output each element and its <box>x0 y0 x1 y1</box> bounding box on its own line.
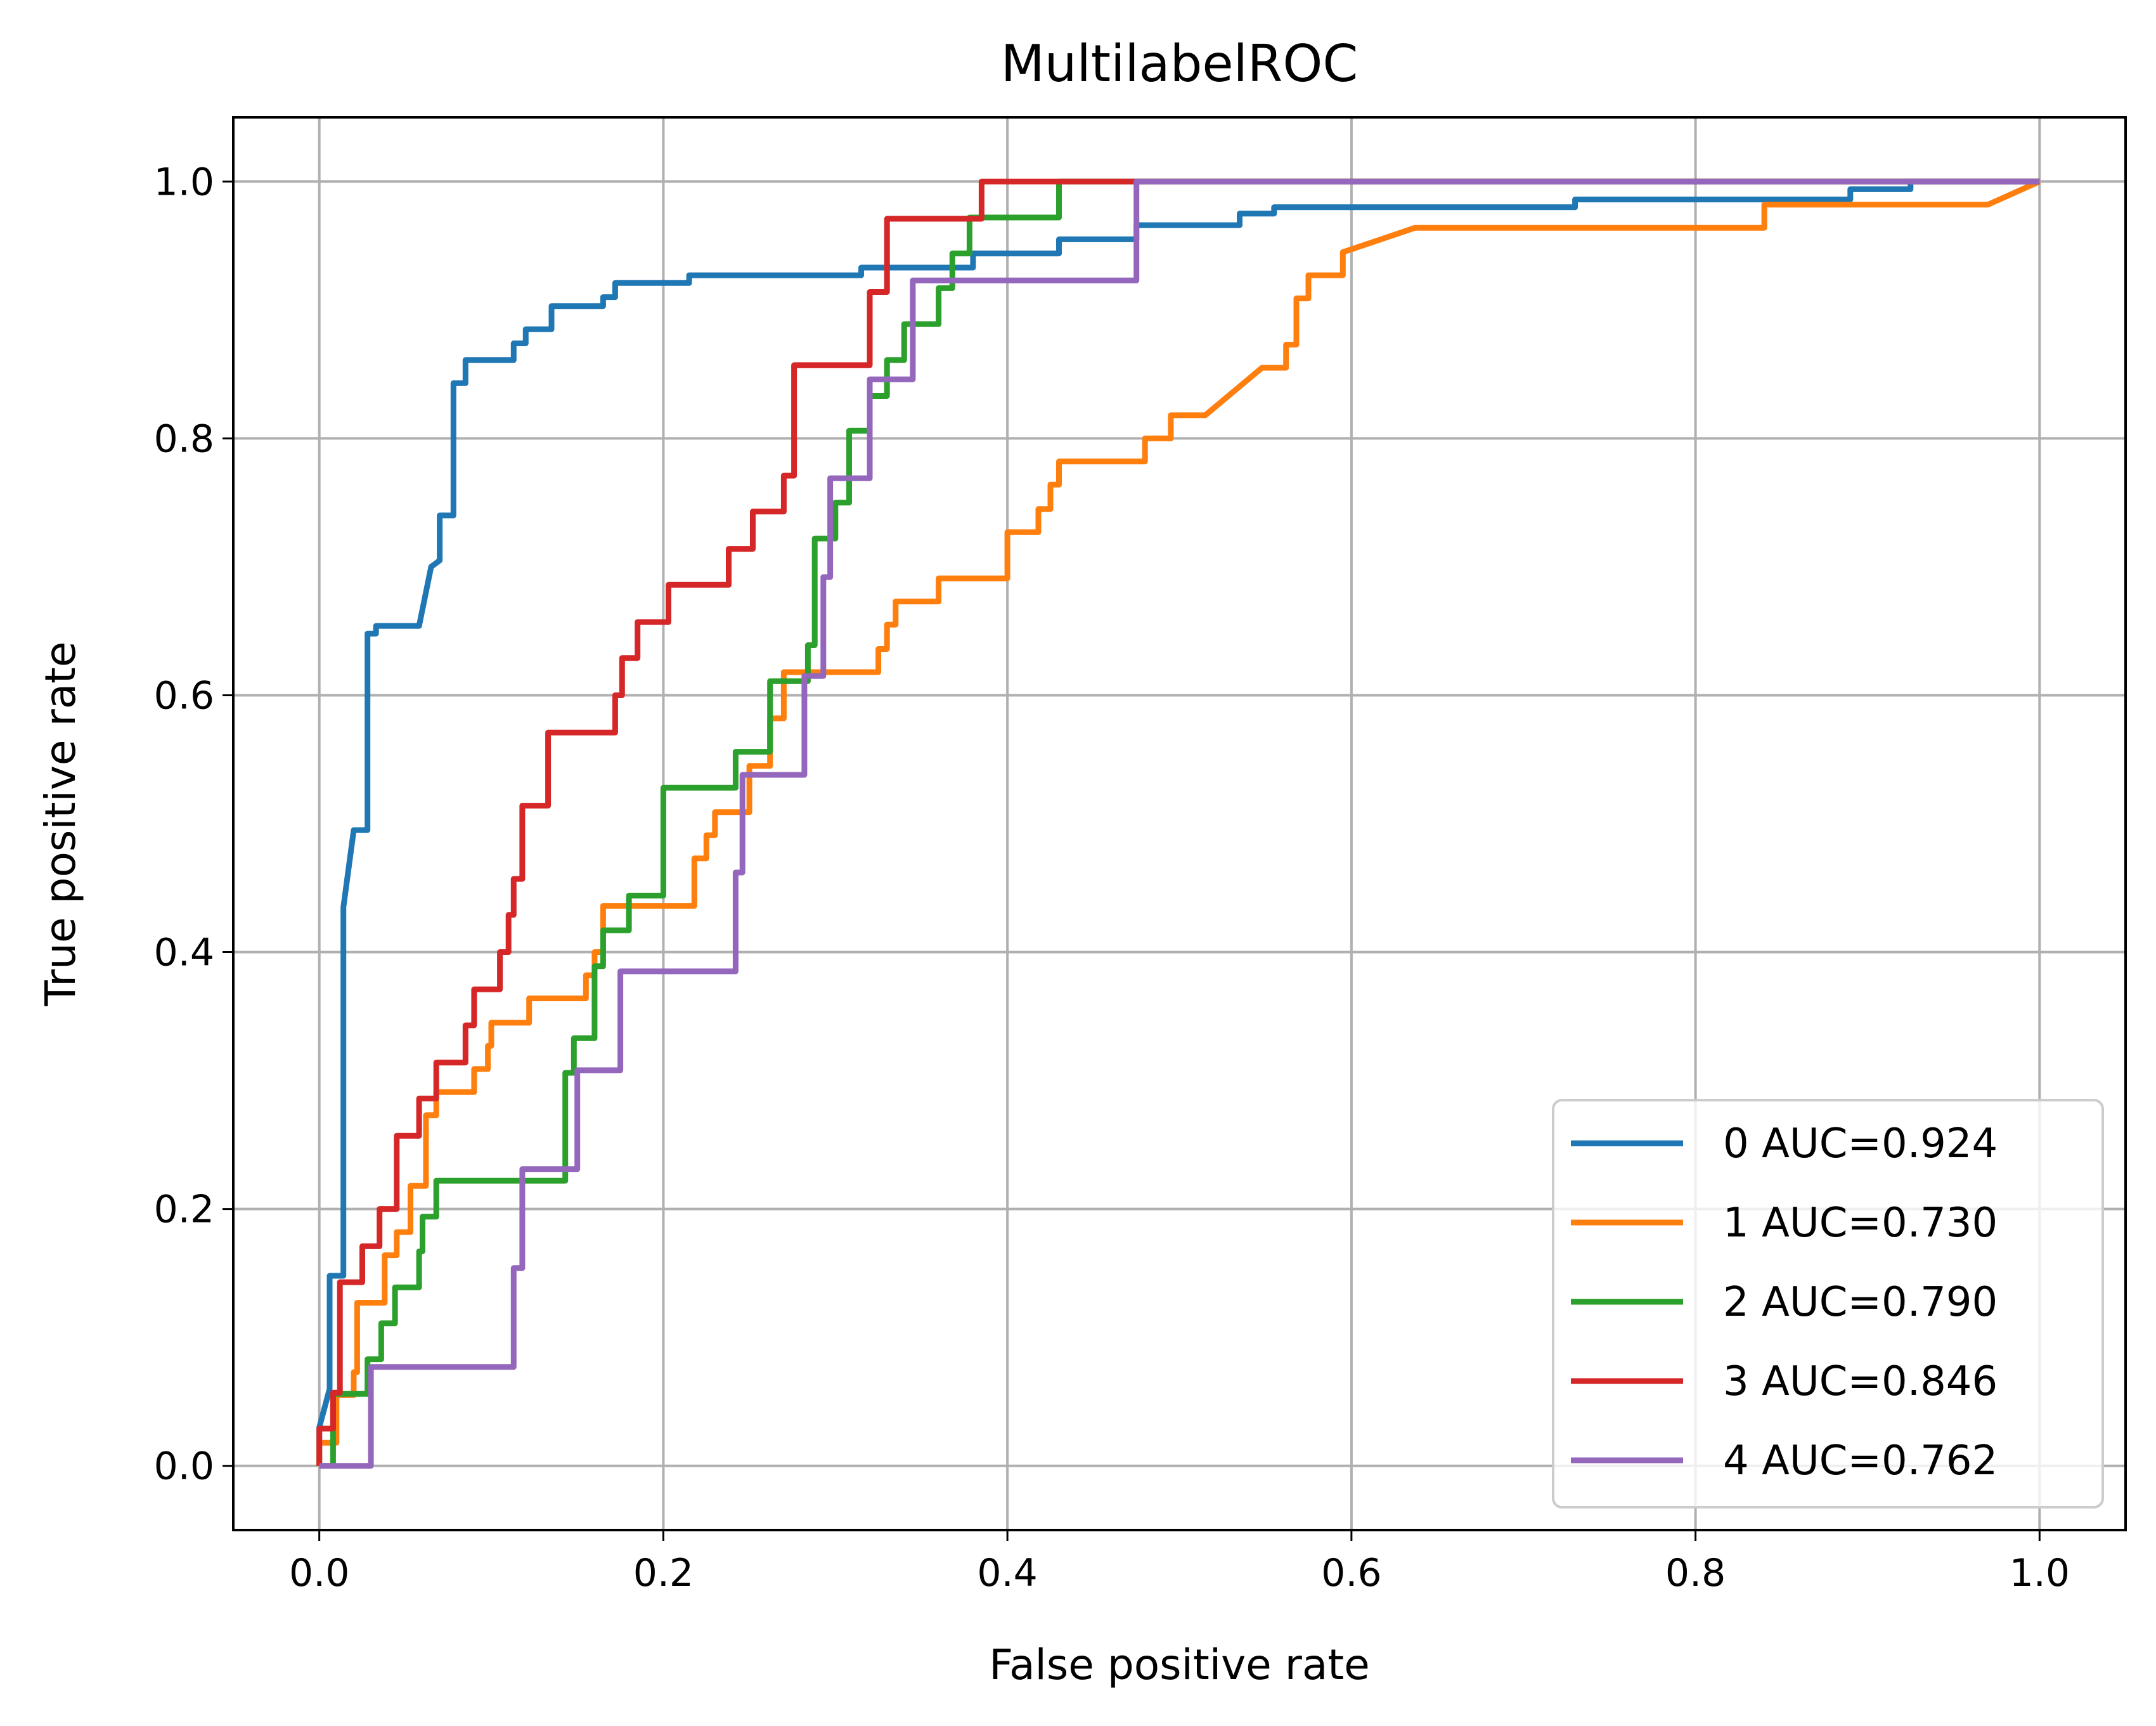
y-tick-label: 1.0 <box>154 160 214 204</box>
y-tick-label: 0.4 <box>154 931 214 975</box>
chart-title: MultilabelROC <box>1001 34 1358 93</box>
legend-box <box>1552 1099 2104 1509</box>
x-tick-label: 1.0 <box>2010 1551 2070 1595</box>
y-tick-label: 0.0 <box>154 1444 214 1489</box>
series-line-1 <box>316 179 2041 1466</box>
series-line-0 <box>316 178 2040 1466</box>
x-tick-label: 0.2 <box>633 1551 694 1595</box>
x-tick-label: 0.8 <box>1665 1551 1726 1595</box>
plot-frame <box>232 116 2127 1531</box>
legend: 0 AUC=0.924 1 AUC=0.730 2 AUC=0.790 3 AUC=0… <box>1552 1099 2104 1509</box>
series-line-4 <box>319 178 2040 1469</box>
x-tick-label: 0.6 <box>1321 1551 1381 1595</box>
y-tick-label: 0.2 <box>154 1188 214 1232</box>
x-tick-label: 0.0 <box>289 1551 349 1595</box>
legend-label-2: 2 AUC=0.790 <box>1723 1279 1998 1326</box>
series-line-3 <box>316 178 2040 1466</box>
y-axis-label: True positive rate <box>36 641 85 1006</box>
series-line-2 <box>319 178 2040 1469</box>
legend-label-3: 3 AUC=0.846 <box>1723 1358 1998 1405</box>
x-axis-label: False positive rate <box>989 1640 1370 1689</box>
axis-ticks: 0.0 0.2 0.4 0.6 0.8 1.0 0.0 0.2 0.4 0.6 0.8 1.0 <box>154 160 2070 1595</box>
x-tick-label: 0.4 <box>977 1551 1037 1595</box>
legend-label-1: 1 AUC=0.730 <box>1723 1200 1998 1247</box>
series-lines <box>316 178 2041 1469</box>
legend-label-0: 0 AUC=0.924 <box>1723 1120 1998 1167</box>
y-tick-label: 0.8 <box>154 417 214 461</box>
legend-label-4: 4 AUC=0.762 <box>1723 1437 1998 1484</box>
y-tick-label: 0.6 <box>154 673 214 718</box>
